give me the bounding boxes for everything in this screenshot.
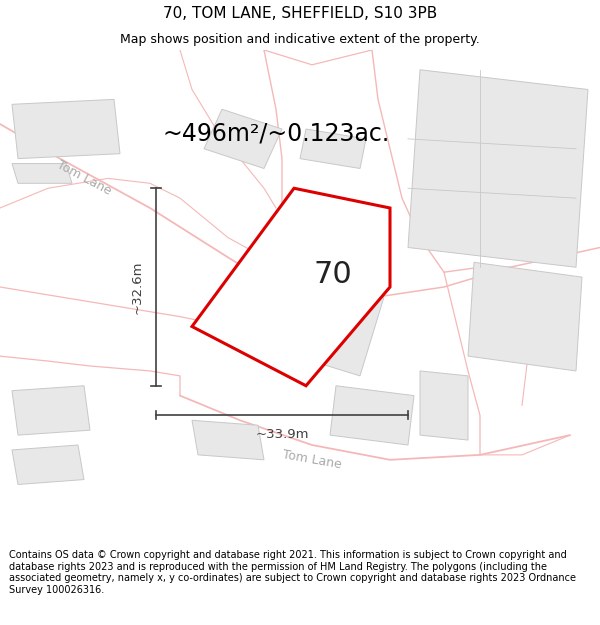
Polygon shape — [330, 386, 414, 445]
Text: 70, TOM LANE, SHEFFIELD, S10 3PB: 70, TOM LANE, SHEFFIELD, S10 3PB — [163, 6, 437, 21]
Text: ~496m²/~0.123ac.: ~496m²/~0.123ac. — [163, 122, 389, 146]
Text: Tom Lane: Tom Lane — [281, 448, 343, 471]
Text: Map shows position and indicative extent of the property.: Map shows position and indicative extent… — [120, 32, 480, 46]
Polygon shape — [192, 420, 264, 460]
Text: ~33.9m: ~33.9m — [255, 428, 309, 441]
Polygon shape — [468, 262, 582, 371]
Text: 70: 70 — [313, 259, 352, 289]
Polygon shape — [192, 188, 390, 386]
Polygon shape — [204, 109, 282, 169]
Polygon shape — [12, 386, 90, 435]
Polygon shape — [312, 232, 372, 277]
Polygon shape — [12, 164, 72, 183]
Polygon shape — [264, 268, 384, 376]
Text: ~32.6m: ~32.6m — [131, 260, 144, 314]
Polygon shape — [420, 371, 468, 440]
Polygon shape — [408, 70, 588, 268]
Text: Contains OS data © Crown copyright and database right 2021. This information is : Contains OS data © Crown copyright and d… — [9, 550, 576, 595]
Polygon shape — [300, 129, 366, 169]
Polygon shape — [12, 445, 84, 484]
Text: Tom Lane: Tom Lane — [55, 159, 113, 198]
Polygon shape — [12, 99, 120, 159]
